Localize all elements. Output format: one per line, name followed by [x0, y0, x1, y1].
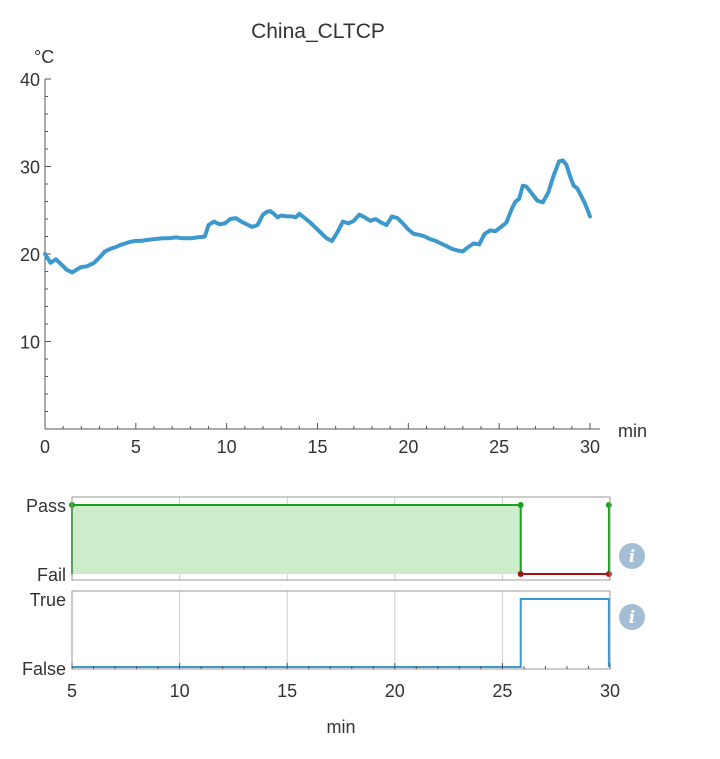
pass-fail-chart: Pass Fail i — [26, 496, 645, 585]
y-tick-label: 20 — [20, 245, 40, 265]
true-false-chart: True False 5 10 15 20 25 30 min i — [22, 590, 645, 737]
y-tick-label: 30 — [20, 158, 40, 178]
x-tick-label: 5 — [131, 437, 141, 457]
x-tick-label: 25 — [489, 437, 509, 457]
info-icon[interactable]: i — [619, 543, 645, 569]
x-tick-label: 5 — [67, 681, 77, 701]
x-tick-label: 20 — [398, 437, 418, 457]
y-tick-label: 10 — [20, 333, 40, 353]
fail-tick-label: Fail — [37, 565, 66, 585]
bot-frame — [71, 590, 611, 670]
temperature-series-line — [43, 158, 592, 275]
info-icon[interactable]: i — [619, 604, 645, 630]
bot-series — [72, 598, 610, 668]
chart-title: China_CLTCP — [251, 20, 385, 43]
pass-tick-label: Pass — [26, 496, 66, 516]
step-point — [605, 571, 612, 577]
x-tick-label: 10 — [217, 437, 237, 457]
step-point — [605, 502, 612, 508]
step-point — [517, 502, 524, 508]
mid-series — [69, 502, 612, 577]
bottom-x-axis-label: min — [326, 717, 355, 737]
top-ticks: 10 20 30 40 0 5 10 15 20 25 30 — [20, 70, 600, 457]
x-tick-label: 0 — [40, 437, 50, 457]
x-tick-label: 30 — [600, 681, 620, 701]
x-tick-label: 20 — [385, 681, 405, 701]
mid-frame — [71, 496, 611, 581]
bot-grid — [179, 591, 503, 669]
pass-area — [72, 505, 521, 574]
top-series — [43, 158, 592, 275]
temperature-chart: China_CLTCP °C min 10 20 30 40 0 5 10 15 20 25 30 — [20, 20, 647, 457]
bot-x-ticks: 5 10 15 20 25 30 — [67, 663, 620, 701]
x-tick-label: 15 — [307, 437, 327, 457]
true-tick-label: True — [30, 590, 66, 610]
x-tick-label: 25 — [492, 681, 512, 701]
y-axis-label: °C — [34, 47, 54, 67]
svg-text:i: i — [629, 608, 635, 628]
y-tick-label: 40 — [20, 70, 40, 90]
svg-text:i: i — [629, 547, 635, 567]
x-axis-label: min — [618, 421, 647, 441]
x-tick-label: 10 — [170, 681, 190, 701]
x-tick-label: 30 — [580, 437, 600, 457]
step-point — [517, 571, 524, 577]
top-axes — [44, 78, 600, 430]
x-tick-label: 15 — [277, 681, 297, 701]
false-tick-label: False — [22, 659, 66, 679]
true-false-series-line — [72, 598, 610, 668]
